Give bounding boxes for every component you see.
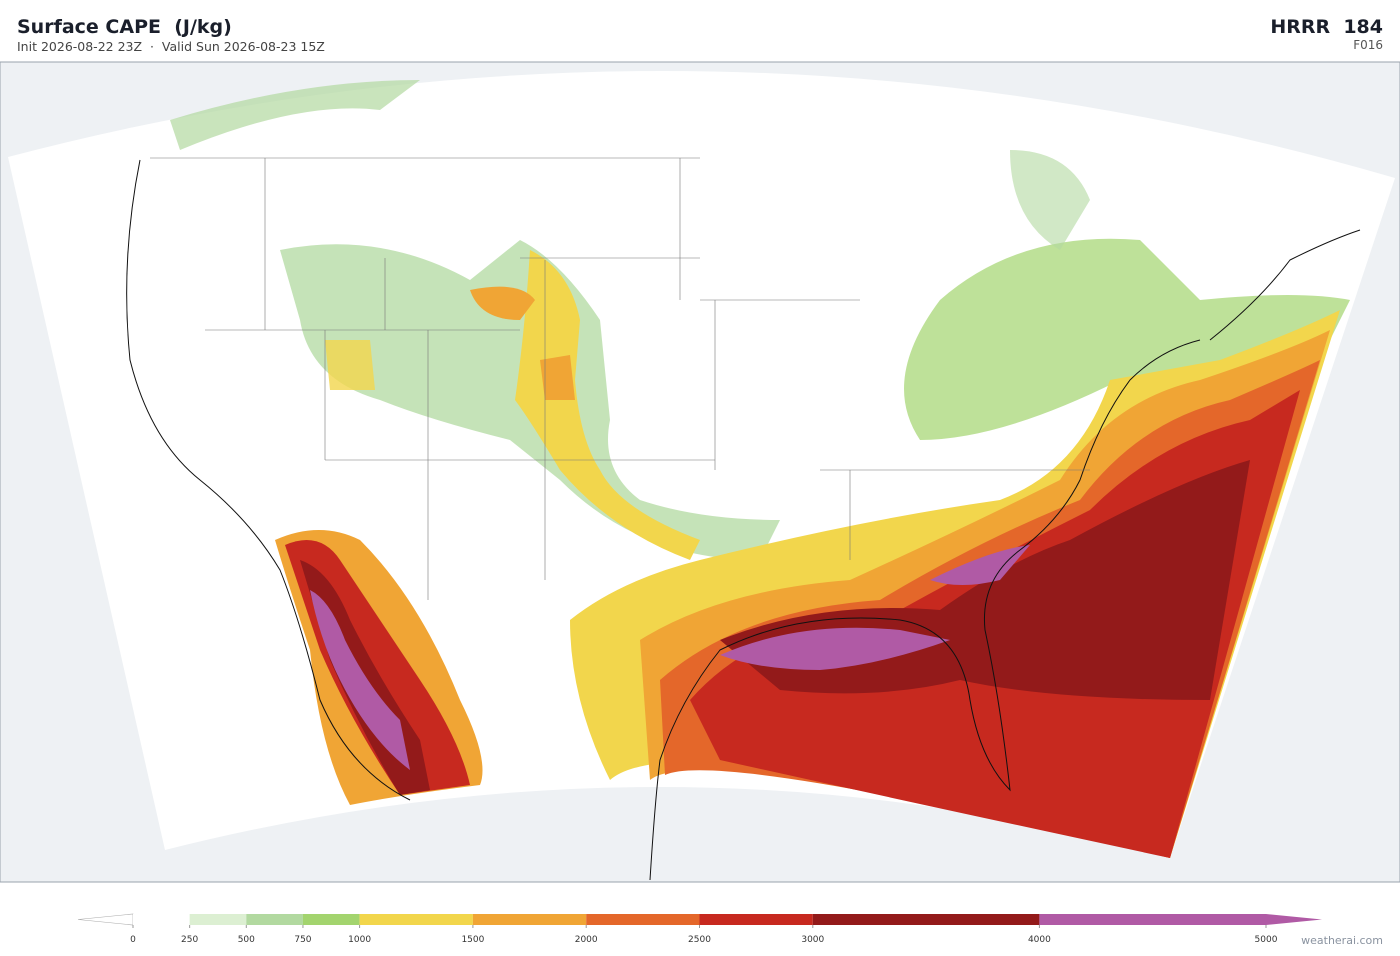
- colorbar-under: [77, 913, 134, 926]
- colorbar-tick-label: 250: [181, 935, 198, 945]
- map-title: Surface CAPE (J/kg): [17, 16, 232, 38]
- coastlines: [126, 159, 1361, 881]
- colorbar-tick-label: 500: [238, 935, 255, 945]
- map-subtitle: Init 2026-08-22 23Z · Valid Sun 2026-08-…: [17, 39, 325, 54]
- forecast-hour: F016: [1353, 38, 1383, 52]
- state-borders: [150, 157, 1090, 600]
- colorbar-tick-label: 1000: [348, 935, 371, 945]
- colorbar-segment: [246, 914, 303, 925]
- colorbar-tick-label: 1500: [461, 935, 484, 945]
- colorbar-segment: [586, 914, 700, 925]
- colorbar-segment: [699, 914, 813, 925]
- watermark: weatherai.com: [1301, 934, 1383, 947]
- colorbar-segment: [133, 914, 190, 925]
- colorbar-tick-label: 3000: [801, 935, 824, 945]
- colorbar-tick-label: 5000: [1255, 935, 1278, 945]
- cape-field: [170, 80, 1350, 858]
- colorbar-segment: [302, 914, 360, 925]
- colorbar-tick-label: 2000: [575, 935, 598, 945]
- colorbar-segment: [359, 914, 473, 925]
- colorbar-tick-label: 0: [130, 935, 136, 945]
- colorbar-segment: [1039, 914, 1266, 925]
- colorbar-segment: [472, 914, 587, 925]
- colorbar-segment: [189, 914, 247, 925]
- colorbar-tick-label: 750: [294, 935, 311, 945]
- colorbar-over: [1266, 914, 1322, 925]
- model-label: HRRR 184: [1270, 16, 1383, 38]
- colorbar-tick-label: 2500: [688, 935, 711, 945]
- colorbar-segment: [812, 914, 1040, 925]
- colorbar-tick-label: 4000: [1028, 935, 1051, 945]
